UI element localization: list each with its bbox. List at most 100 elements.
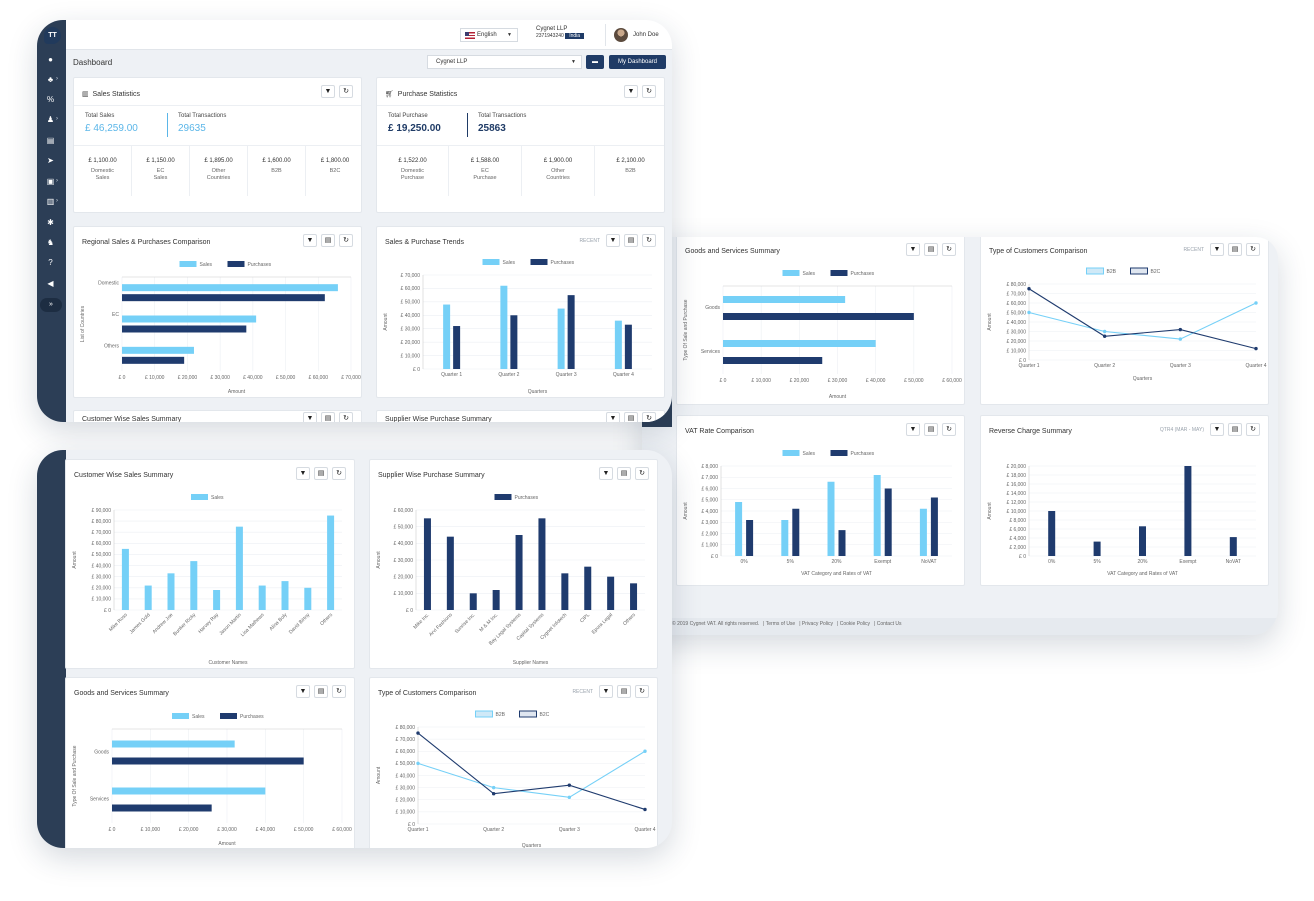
bar xyxy=(1229,537,1237,556)
filter-icon[interactable]: ▼ xyxy=(296,467,310,480)
y-tick-label: £ 50,000 xyxy=(396,761,416,767)
refresh-icon[interactable]: ↻ xyxy=(635,685,649,698)
card-title: Sales Statistics xyxy=(92,91,140,98)
contact-link[interactable]: Contact Us xyxy=(876,621,902,627)
x-axis-title: Amount xyxy=(218,841,236,847)
refresh-icon[interactable]: ↻ xyxy=(332,467,346,480)
filter-icon[interactable]: ▼ xyxy=(599,685,613,698)
user-name[interactable]: John Doe xyxy=(633,32,659,38)
filter-icon[interactable]: ▼ xyxy=(1210,423,1224,436)
company-info[interactable]: Cygnet LLP 2371943240 India xyxy=(536,26,585,40)
dashboard-icon[interactable]: ● xyxy=(48,55,53,64)
bar xyxy=(1184,466,1192,556)
x-tick-label: £ 20,000 xyxy=(790,378,810,384)
refresh-icon[interactable]: ↻ xyxy=(635,467,649,480)
bar xyxy=(167,573,175,610)
my-dashboard-button[interactable]: My Dashboard xyxy=(609,55,666,69)
bar xyxy=(122,346,194,354)
filter-icon[interactable]: ▼ xyxy=(906,243,920,256)
x-axis-title: Amount xyxy=(228,389,246,395)
legend-label: Sales xyxy=(211,495,224,501)
export-icon[interactable]: ▤ xyxy=(924,423,938,436)
filter-icon[interactable]: ▼ xyxy=(1210,243,1224,256)
bar xyxy=(567,295,575,369)
export-icon[interactable]: ▤ xyxy=(617,685,631,698)
x-tick-label: Quarter 3 xyxy=(556,372,577,378)
refresh-icon[interactable]: ↻ xyxy=(1246,243,1260,256)
filter-icon[interactable]: ▼ xyxy=(606,234,620,247)
export-icon[interactable]: ▤ xyxy=(1228,243,1242,256)
org-chart-icon[interactable]: ♣ xyxy=(47,75,54,84)
refresh-icon[interactable]: ↻ xyxy=(339,234,353,247)
recent-filter-label[interactable]: RECENT xyxy=(579,237,600,244)
bar xyxy=(446,536,454,610)
message-button[interactable]: ▬ xyxy=(586,55,604,69)
language-select[interactable]: English ▼ xyxy=(460,28,518,42)
avatar[interactable] xyxy=(614,28,628,42)
refresh-icon[interactable]: ↻ xyxy=(642,234,656,247)
filter-icon[interactable]: ▼ xyxy=(296,685,310,698)
refresh-icon[interactable]: ↻ xyxy=(642,85,656,98)
refresh-icon[interactable]: ↻ xyxy=(332,685,346,698)
gear-icon[interactable]: ✱ xyxy=(47,218,54,227)
filter-icon[interactable]: ▼ xyxy=(321,85,335,98)
refresh-icon[interactable]: ↻ xyxy=(1246,423,1260,436)
y-tick-label: Domestic xyxy=(98,281,119,287)
card-title: VAT Rate Comparison xyxy=(685,428,754,435)
legend-swatch xyxy=(494,494,512,500)
y-axis-title: Amount xyxy=(383,313,389,331)
export-icon[interactable]: ▤ xyxy=(1228,423,1242,436)
export-icon[interactable]: ▤ xyxy=(617,467,631,480)
export-icon[interactable]: ▤ xyxy=(924,243,938,256)
terms-link[interactable]: Terms of Use xyxy=(765,621,796,627)
y-tick-label: £ 14,000 xyxy=(1007,491,1027,497)
company-select[interactable]: Cygnet LLP ▼ xyxy=(427,55,582,69)
refresh-icon[interactable]: ↻ xyxy=(942,423,956,436)
clipboard-icon[interactable]: ▣ xyxy=(46,177,55,186)
quarter-filter-label[interactable]: QTR4 (MAR - MAY) xyxy=(1159,426,1204,433)
page-title: Dashboard xyxy=(73,58,113,67)
filter-icon[interactable]: ▼ xyxy=(599,467,613,480)
megaphone-icon[interactable]: ◀ xyxy=(47,279,54,288)
refresh-icon[interactable]: ↻ xyxy=(339,85,353,98)
users-icon[interactable]: ♞ xyxy=(46,238,55,247)
filter-icon[interactable]: ▼ xyxy=(906,423,920,436)
recent-filter-label[interactable]: RECENT xyxy=(1183,246,1204,253)
filter-icon[interactable]: ▼ xyxy=(303,412,317,422)
refresh-icon[interactable]: ↻ xyxy=(942,243,956,256)
y-tick-label: Goods xyxy=(705,305,720,311)
export-icon[interactable]: ▤ xyxy=(624,234,638,247)
y-tick-label: £ 0 xyxy=(711,554,718,560)
recent-filter-label[interactable]: RECENT xyxy=(572,688,593,695)
filter-icon[interactable]: ▼ xyxy=(303,234,317,247)
y-tick-label: £ 40,000 xyxy=(401,313,421,319)
export-icon[interactable]: ▤ xyxy=(321,234,335,247)
y-tick-label: £ 60,000 xyxy=(92,541,112,547)
help-icon[interactable]: ? xyxy=(48,258,53,267)
bar xyxy=(919,508,927,556)
refresh-icon[interactable]: ↻ xyxy=(642,412,656,422)
y-tick-label: £ 3,000 xyxy=(701,520,718,526)
y-tick-label: £ 10,000 xyxy=(401,353,421,359)
privacy-link[interactable]: Privacy Policy xyxy=(801,621,834,627)
cookie-link[interactable]: Cookie Policy xyxy=(839,621,871,627)
export-icon[interactable]: ▤ xyxy=(321,412,335,422)
refresh-icon[interactable]: ↻ xyxy=(339,412,353,422)
y-tick-label: £ 70,000 xyxy=(92,530,112,536)
x-tick-label: £ 40,000 xyxy=(866,378,886,384)
file-icon[interactable]: ▥ xyxy=(46,197,55,206)
document-icon[interactable]: ▤ xyxy=(46,136,55,145)
expand-sidebar-icon[interactable]: » xyxy=(40,298,62,312)
send-icon[interactable]: ➤ xyxy=(47,156,54,165)
export-icon[interactable]: ▤ xyxy=(624,412,638,422)
y-tick-label: £ 10,000 xyxy=(396,810,416,816)
filter-icon[interactable]: ▼ xyxy=(606,412,620,422)
legend-swatch xyxy=(519,710,537,718)
export-icon[interactable]: ▤ xyxy=(314,685,328,698)
legend-label: B2C xyxy=(540,712,550,718)
user-icon[interactable]: ♟ xyxy=(46,115,55,124)
export-icon[interactable]: ▤ xyxy=(314,467,328,480)
y-tick-label: £ 0 xyxy=(408,822,415,828)
percent-icon[interactable]: % xyxy=(46,95,55,104)
filter-icon[interactable]: ▼ xyxy=(624,85,638,98)
